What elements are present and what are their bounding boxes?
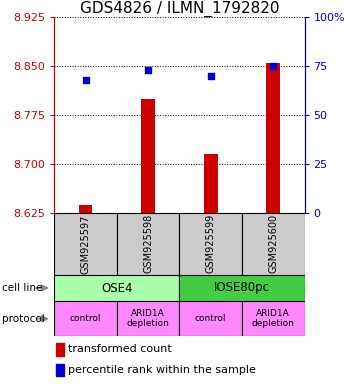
- Text: OSE4: OSE4: [101, 281, 133, 295]
- Text: ARID1A
depletion: ARID1A depletion: [252, 309, 295, 328]
- Text: cell line: cell line: [2, 283, 42, 293]
- Bar: [242, 213, 304, 275]
- Text: percentile rank within the sample: percentile rank within the sample: [68, 365, 256, 375]
- Point: [145, 67, 151, 73]
- Bar: [141, 99, 155, 213]
- Bar: [54, 213, 117, 275]
- Bar: [56, 364, 64, 376]
- Point: [83, 77, 88, 83]
- Point: [208, 73, 213, 79]
- Bar: [79, 205, 92, 213]
- Bar: [117, 213, 179, 275]
- Point: [271, 63, 276, 69]
- Text: IOSE80pc: IOSE80pc: [214, 281, 270, 295]
- Text: protocol: protocol: [2, 314, 44, 324]
- Bar: [266, 63, 280, 213]
- Text: GSM925600: GSM925600: [268, 214, 278, 273]
- Bar: [242, 301, 304, 336]
- Bar: [179, 213, 242, 275]
- Bar: [54, 275, 179, 301]
- Text: ARID1A
depletion: ARID1A depletion: [127, 309, 169, 328]
- Text: GSM925598: GSM925598: [143, 214, 153, 273]
- Bar: [179, 301, 242, 336]
- Bar: [56, 343, 64, 356]
- Bar: [179, 275, 304, 301]
- Text: control: control: [70, 314, 101, 323]
- Bar: [204, 154, 218, 213]
- Text: control: control: [195, 314, 226, 323]
- Bar: [54, 301, 117, 336]
- Text: GSM925599: GSM925599: [206, 214, 216, 273]
- Text: transformed count: transformed count: [68, 344, 172, 354]
- Text: GSM925597: GSM925597: [80, 214, 91, 273]
- Bar: [117, 301, 179, 336]
- Title: GDS4826 / ILMN_1792820: GDS4826 / ILMN_1792820: [80, 1, 279, 17]
